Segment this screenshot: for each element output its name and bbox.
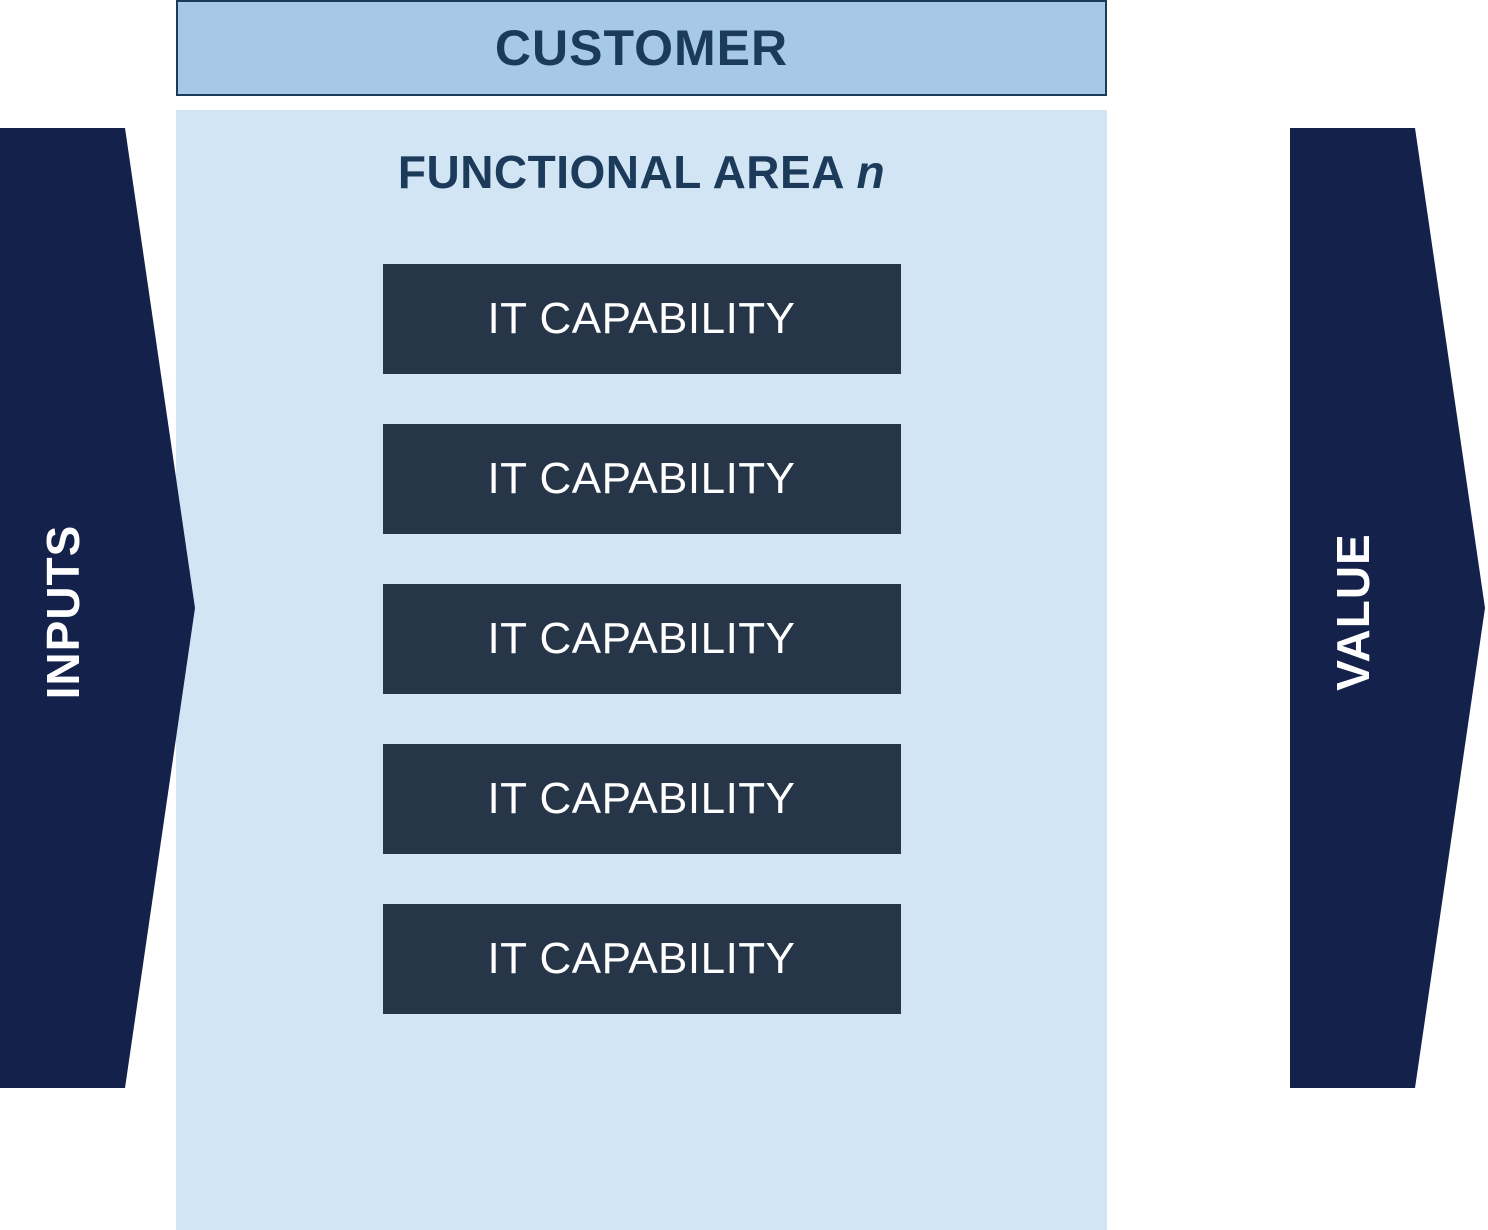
arrow-right-icon [1290,128,1485,1088]
value-arrow: VALUE [1290,128,1485,1088]
functional-area-title: FUNCTIONAL AREA n [398,145,885,199]
customer-bar: CUSTOMER [176,0,1107,96]
diagram-canvas: CUSTOMER FUNCTIONAL AREA n IT CAPABILITY… [0,0,1488,1230]
functional-title-n: n [857,146,886,198]
inputs-arrow: INPUTS [0,128,195,1088]
functional-title-prefix: FUNCTIONAL AREA [398,146,857,198]
customer-label: CUSTOMER [495,19,788,77]
functional-area-panel: FUNCTIONAL AREA n IT CAPABILITYIT CAPABI… [176,110,1107,1230]
arrow-right-icon [0,128,195,1088]
capability-box: IT CAPABILITY [383,744,901,854]
capability-box: IT CAPABILITY [383,584,901,694]
inputs-label: INPUTS [36,512,90,712]
capability-box: IT CAPABILITY [383,904,901,1014]
value-label: VALUE [1326,512,1380,712]
capability-box: IT CAPABILITY [383,424,901,534]
capability-box: IT CAPABILITY [383,264,901,374]
capability-list: IT CAPABILITY IT CAPABILITY IT CAPABILITY I… [383,264,901,1064]
